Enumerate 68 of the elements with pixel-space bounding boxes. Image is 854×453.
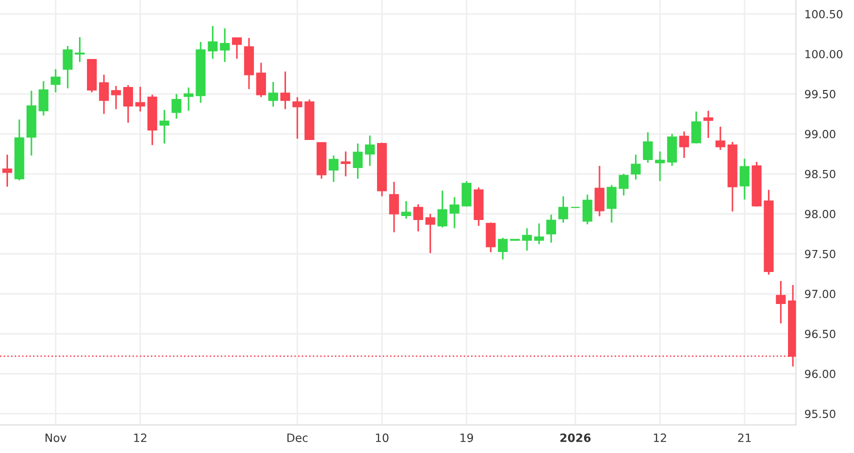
x-tick-label: 21 xyxy=(738,433,751,442)
candlestick xyxy=(679,130,690,159)
candlestick xyxy=(594,165,604,218)
candlestick xyxy=(618,173,629,196)
x-tick-label: 12 xyxy=(654,433,666,442)
x-tick-label: Dec xyxy=(287,434,308,442)
candlestick xyxy=(280,70,290,110)
y-tick-label: 95.50 xyxy=(804,410,836,418)
candlestick xyxy=(184,86,194,112)
y-tick-label: 96.00 xyxy=(804,370,836,378)
candlestick xyxy=(50,68,61,94)
candlestick xyxy=(159,109,170,144)
y-tick-label: 99.00 xyxy=(804,130,836,138)
x-tick-label: 2026 xyxy=(560,433,591,442)
candlestick xyxy=(364,134,375,167)
candlestick xyxy=(776,280,786,324)
x-tick-label: 19 xyxy=(460,433,474,442)
x-tick-label: 12 xyxy=(134,433,146,442)
candlestick xyxy=(691,110,702,144)
candlestick xyxy=(522,227,532,252)
candlestick xyxy=(546,214,556,244)
candlestick xyxy=(74,36,85,63)
candlestick xyxy=(62,45,73,90)
y-tick-label: 100.50 xyxy=(805,10,842,18)
candlestick xyxy=(498,237,508,260)
candlestick xyxy=(292,96,302,140)
candlestick xyxy=(111,85,121,110)
candlestick xyxy=(462,180,472,208)
candlestick xyxy=(232,37,242,60)
candlestick xyxy=(606,184,617,224)
candlestick xyxy=(2,154,12,188)
candlestick xyxy=(340,150,351,178)
candlestick xyxy=(534,222,544,245)
x-tick-label: 10 xyxy=(376,433,388,442)
candlestick xyxy=(413,204,424,232)
candlestick xyxy=(401,200,412,220)
candlestick xyxy=(486,222,496,253)
candlestick xyxy=(425,213,436,254)
y-tick-label: 96.50 xyxy=(804,330,836,338)
y-tick-label: 100.00 xyxy=(805,50,842,58)
y-tick-label: 99.50 xyxy=(804,90,836,98)
candlestick xyxy=(135,86,146,112)
x-tick-label: Nov xyxy=(46,434,66,442)
candlestick xyxy=(642,132,653,164)
candlestick xyxy=(123,84,134,124)
candlestick xyxy=(256,62,266,98)
candlestick xyxy=(352,142,363,180)
candlestick xyxy=(655,150,665,182)
candlestick xyxy=(268,81,278,108)
candlestick xyxy=(450,196,460,230)
candlestick xyxy=(582,194,592,226)
candlestick xyxy=(715,126,726,151)
candlestick xyxy=(437,190,448,228)
candlestick xyxy=(703,110,714,139)
candlestick xyxy=(208,25,218,60)
candlestick xyxy=(558,196,568,224)
candlestick xyxy=(740,158,750,200)
candlestick xyxy=(172,93,182,120)
candlestick xyxy=(389,181,399,234)
candlestick xyxy=(220,28,230,63)
y-tick-label: 98.50 xyxy=(804,170,836,178)
candlestick xyxy=(328,154,339,183)
candlestick xyxy=(99,74,109,115)
y-tick-label: 98.00 xyxy=(804,210,836,218)
candlestick xyxy=(630,154,641,180)
candlestick xyxy=(38,80,48,116)
y-tick-label: 97.50 xyxy=(804,250,836,258)
y-tick-label: 97.00 xyxy=(804,290,836,298)
